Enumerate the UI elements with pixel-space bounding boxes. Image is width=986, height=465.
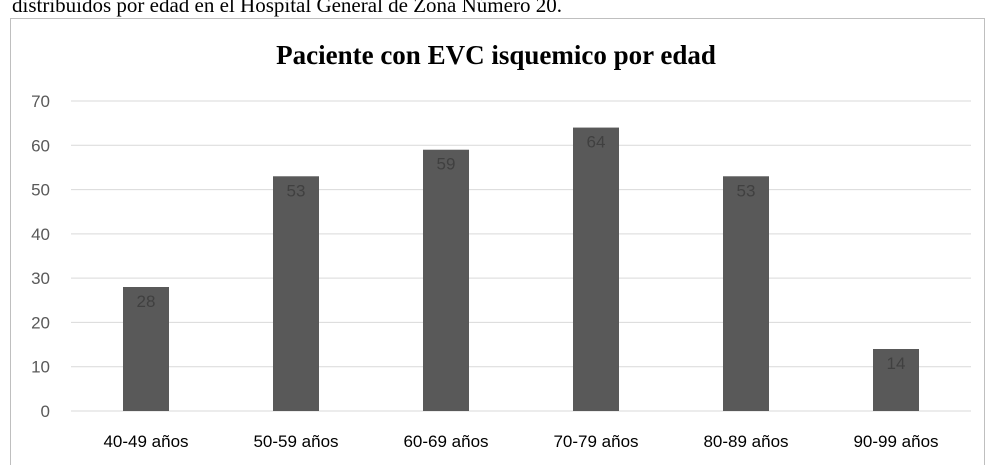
value-label: 53 [287,181,306,200]
value-label: 53 [737,181,756,200]
x-tick-label: 80-89 años [703,432,788,451]
bar [723,176,769,411]
y-tick-label: 0 [41,402,50,421]
y-tick-label: 20 [31,313,50,332]
value-label: 59 [437,155,456,174]
x-tick-label: 90-99 años [853,432,938,451]
x-tick-label: 70-79 años [553,432,638,451]
bar [873,349,919,411]
bar [273,176,319,411]
value-label: 14 [887,354,906,373]
x-tick-label: 50-59 años [253,432,338,451]
x-tick-label: 40-49 años [103,432,188,451]
y-tick-label: 40 [31,225,50,244]
caption: distribuidos por edad en el Hospital Gen… [12,0,562,17]
x-tick-label: 60-69 años [403,432,488,451]
bar [123,287,169,411]
chart-title: Paciente con EVC isquemico por edad [276,40,716,70]
y-tick-label: 70 [31,92,50,111]
chart-border [10,18,985,465]
value-label: 28 [137,292,156,311]
y-tick-label: 60 [31,136,50,155]
y-tick-label: 30 [31,269,50,288]
y-tick-label: 10 [31,358,50,377]
bar [423,149,469,411]
y-tick-label: 50 [31,181,50,200]
value-label: 64 [587,133,606,152]
bar [573,127,619,412]
